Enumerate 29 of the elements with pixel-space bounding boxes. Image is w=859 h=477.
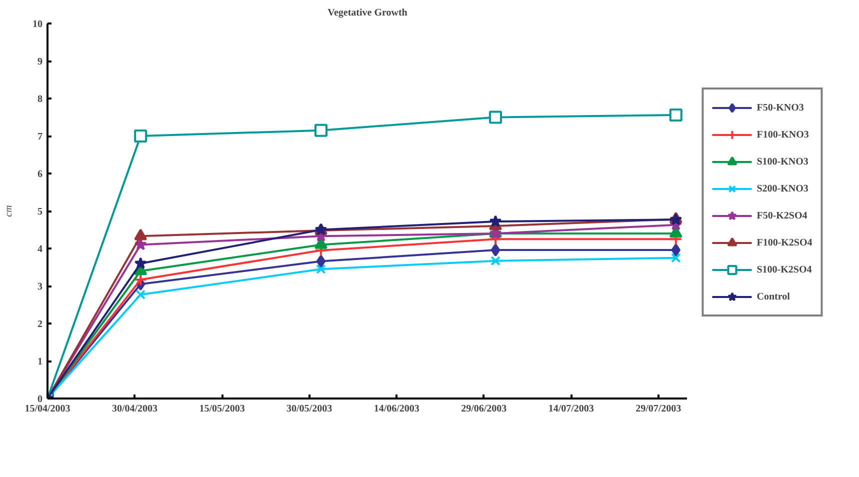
y-axis-title: cm	[4, 205, 14, 217]
legend-label: S100-K2SO4	[756, 264, 812, 275]
y-tick-label: 7	[38, 132, 42, 142]
legend-label: Control	[756, 291, 790, 302]
legend-label: S100-KNO3	[756, 156, 808, 167]
y-tick-label: 3	[38, 282, 42, 292]
chart-title: Vegetative Growth	[328, 8, 408, 18]
legend-label: F100-KNO3	[756, 129, 809, 140]
y-tick-label: 10	[32, 19, 42, 30]
legend-label: F50-K2SO4	[756, 210, 808, 221]
y-tick-label: 2	[38, 319, 42, 330]
x-tick-label: 15/04/2003	[24, 404, 70, 414]
y-tick-label: 9	[38, 56, 42, 68]
x-tick-label: 29/06/2003	[461, 404, 507, 414]
x-tick-label: 30/04/2003	[112, 404, 158, 414]
y-tick-label: 6	[38, 169, 42, 180]
x-tick-label: 14/06/2003	[374, 404, 420, 414]
legend-label: F50-KNO3	[756, 102, 804, 113]
y-tick-label: 1	[38, 356, 42, 368]
x-tick-label: 14/07/2003	[548, 404, 594, 414]
y-tick-label: 0	[38, 394, 42, 405]
x-tick-label: 29/07/2003	[636, 404, 682, 414]
x-tick-label: 15/05/2003	[199, 404, 245, 414]
y-tick-label: 5	[38, 206, 42, 218]
y-tick-label: 8	[38, 94, 42, 105]
y-tick-label: 4	[38, 244, 42, 255]
legend-label: F100-K2SO4	[756, 237, 812, 248]
legend-label: S200-KNO3	[756, 183, 808, 194]
x-tick-label: 30/05/2003	[286, 404, 332, 414]
